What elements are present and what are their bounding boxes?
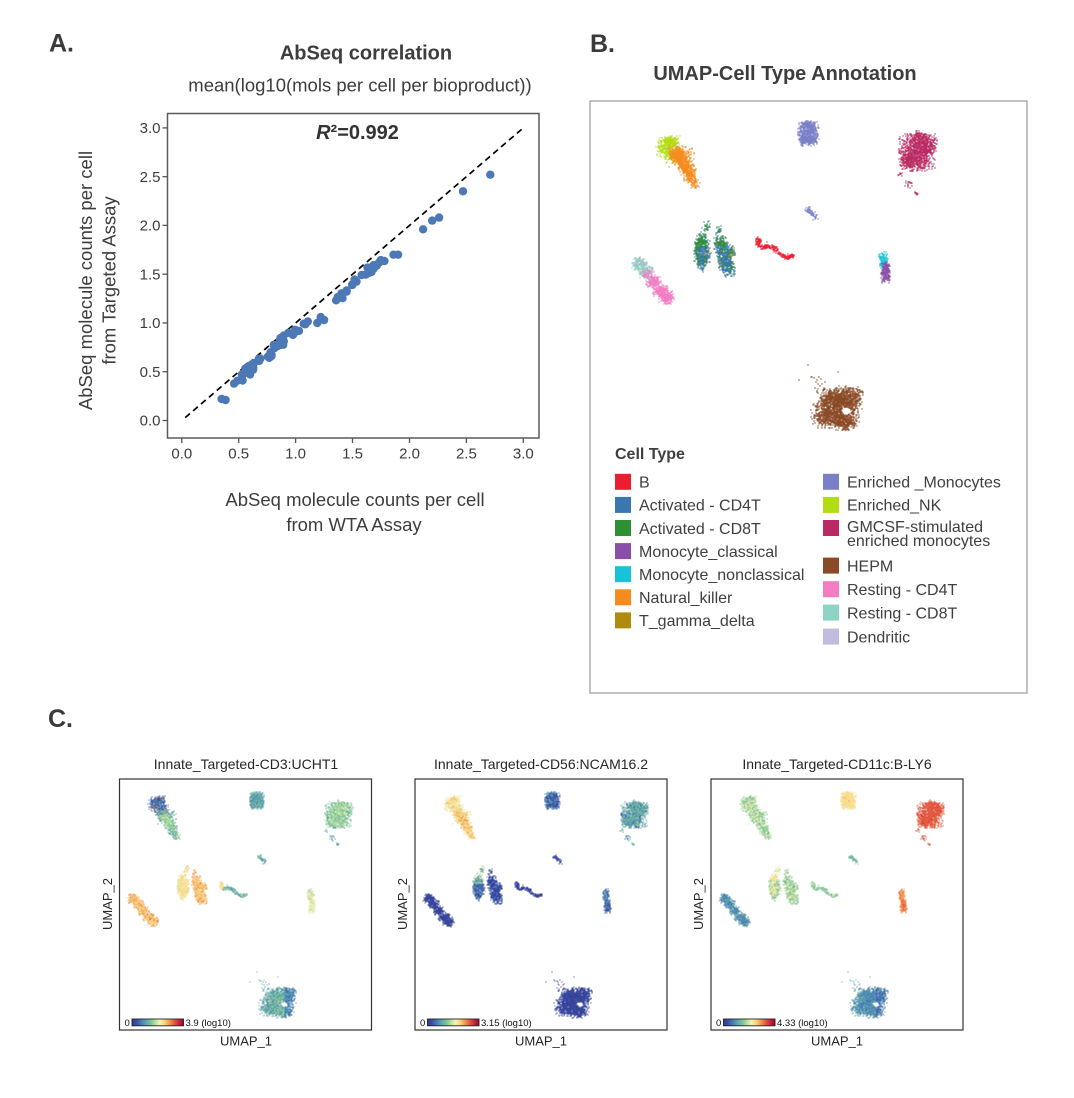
svg-text:Cell Type: Cell Type — [615, 446, 685, 463]
svg-text:0: 0 — [716, 1018, 721, 1029]
svg-text:AbSeq molecule counts per cell: AbSeq molecule counts per cell — [75, 151, 96, 410]
svg-text:AbSeq correlation: AbSeq correlation — [280, 43, 452, 65]
svg-text:Enriched_NK: Enriched_NK — [847, 498, 942, 515]
svg-text:1.0: 1.0 — [285, 446, 306, 463]
svg-text:2.0: 2.0 — [399, 446, 420, 463]
svg-text:Resting - CD4T: Resting - CD4T — [847, 582, 957, 599]
svg-text:2.0: 2.0 — [140, 218, 161, 235]
svg-text:from WTA Assay: from WTA Assay — [286, 514, 422, 535]
svg-text:enriched monocytes: enriched monocytes — [847, 533, 990, 550]
svg-text:HEPM: HEPM — [847, 558, 893, 575]
svg-text:2.5: 2.5 — [140, 169, 161, 186]
svg-text:1.5: 1.5 — [140, 266, 161, 283]
svg-text:0: 0 — [125, 1018, 130, 1029]
svg-text:AbSeq molecule counts per cell: AbSeq molecule counts per cell — [225, 489, 484, 510]
svg-text:Activated - CD8T: Activated - CD8T — [639, 521, 761, 538]
svg-text:0.5: 0.5 — [140, 364, 161, 381]
svg-text:UMAP_2: UMAP_2 — [691, 878, 706, 930]
svg-text:T_gamma_delta: T_gamma_delta — [639, 613, 755, 630]
svg-text:B.: B. — [590, 30, 615, 58]
svg-text:UMAP_2: UMAP_2 — [395, 878, 410, 930]
svg-text:R²=0.992: R²=0.992 — [316, 122, 399, 144]
svg-text:Monocyte_nonclassical: Monocyte_nonclassical — [639, 567, 804, 584]
svg-text:1.5: 1.5 — [342, 446, 363, 463]
svg-text:Innate_Targeted-CD3:UCHT1: Innate_Targeted-CD3:UCHT1 — [154, 756, 339, 772]
svg-text:A.: A. — [49, 30, 74, 58]
svg-text:3.15 (log10): 3.15 (log10) — [481, 1018, 532, 1029]
svg-text:C.: C. — [48, 705, 73, 733]
svg-text:UMAP_1: UMAP_1 — [515, 1034, 567, 1049]
svg-text:3.9 (log10): 3.9 (log10) — [186, 1018, 231, 1029]
svg-text:Innate_Targeted-CD56:NCAM16.2: Innate_Targeted-CD56:NCAM16.2 — [434, 756, 648, 772]
svg-text:B: B — [639, 475, 650, 492]
svg-text:0.5: 0.5 — [228, 446, 249, 463]
svg-text:Dendritic: Dendritic — [847, 629, 910, 646]
svg-text:Resting - CD8T: Resting - CD8T — [847, 605, 957, 622]
svg-text:3.0: 3.0 — [513, 446, 534, 463]
svg-text:UMAP-Cell Type Annotation: UMAP-Cell Type Annotation — [653, 63, 916, 85]
svg-text:mean(log10(mols per cell per b: mean(log10(mols per cell per bioproduct)… — [188, 75, 531, 96]
svg-text:UMAP_2: UMAP_2 — [100, 878, 115, 930]
svg-text:0: 0 — [420, 1018, 425, 1029]
svg-text:GMCSF-stimulated: GMCSF-stimulated — [847, 519, 983, 536]
svg-text:Activated - CD4T: Activated - CD4T — [639, 498, 761, 515]
svg-text:2.5: 2.5 — [456, 446, 477, 463]
svg-text:Monocyte_classical: Monocyte_classical — [639, 544, 778, 561]
svg-text:1.0: 1.0 — [140, 315, 161, 332]
svg-text:0.0: 0.0 — [140, 413, 161, 430]
svg-text:4.33 (log10): 4.33 (log10) — [777, 1018, 828, 1029]
svg-text:Innate_Targeted-CD11c:B-LY6: Innate_Targeted-CD11c:B-LY6 — [742, 756, 932, 772]
svg-text:UMAP_1: UMAP_1 — [220, 1034, 272, 1049]
svg-text:UMAP_1: UMAP_1 — [811, 1034, 863, 1049]
svg-text:Enriched _Monocytes: Enriched _Monocytes — [847, 475, 1001, 492]
svg-text:from Targeted Assay: from Targeted Assay — [99, 196, 120, 365]
svg-text:0.0: 0.0 — [171, 446, 192, 463]
svg-text:3.0: 3.0 — [140, 120, 161, 137]
svg-text:Natural_killer: Natural_killer — [639, 590, 733, 607]
